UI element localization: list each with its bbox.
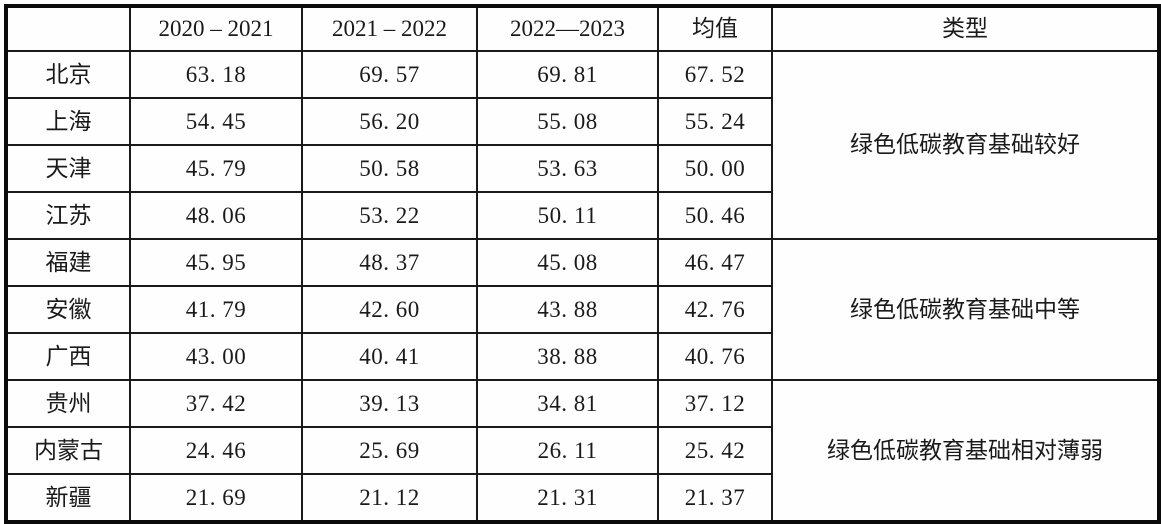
type-cell-medium: 绿色低碳教育基础中等 (771, 238, 1160, 381)
table-row: 广西 43. 00 40. 41 38. 88 40. 76 (5, 332, 1159, 381)
region-cell-guangxi: 广西 (5, 332, 131, 381)
mean-cell: 42. 76 (657, 285, 773, 334)
mean-cell: 37. 12 (657, 379, 773, 428)
region-cell-fujian: 福建 (5, 238, 131, 287)
value-cell: 45. 08 (476, 238, 659, 287)
header-cell-2021-2022: 2021 – 2022 (301, 5, 478, 52)
value-cell: 26. 11 (476, 426, 659, 475)
table-row: 天津 45. 79 50. 58 53. 63 50. 00 (5, 144, 1159, 193)
region-cell-neimenggu: 内蒙古 (5, 426, 131, 475)
value-cell: 53. 22 (301, 191, 478, 240)
table-row: 内蒙古 24. 46 25. 69 26. 11 25. 42 (5, 426, 1159, 475)
value-cell: 50. 11 (476, 191, 659, 240)
header-cell-type: 类型 (771, 5, 1160, 52)
value-cell: 56. 20 (301, 97, 478, 146)
value-cell: 25. 69 (301, 426, 478, 475)
value-cell: 69. 81 (476, 50, 659, 99)
value-cell: 54. 45 (129, 97, 303, 146)
value-cell: 50. 58 (301, 144, 478, 193)
value-cell: 21. 12 (301, 473, 478, 523)
table-row: 新疆 21. 69 21. 12 21. 31 21. 37 (5, 473, 1159, 523)
mean-cell: 50. 00 (657, 144, 773, 193)
mean-cell: 55. 24 (657, 97, 773, 146)
value-cell: 43. 00 (129, 332, 303, 381)
value-cell: 69. 57 (301, 50, 478, 99)
value-cell: 24. 46 (129, 426, 303, 475)
header-cell-2022-2023: 2022—2023 (476, 5, 659, 52)
region-cell-shanghai: 上海 (5, 97, 131, 146)
header-row: 2020 – 2021 2021 – 2022 2022—2023 均值 类型 (5, 5, 1160, 52)
mean-cell: 40. 76 (657, 332, 773, 381)
value-cell: 41. 79 (129, 285, 303, 334)
table-row: 福建 45. 95 48. 37 45. 08 46. 47 绿色低碳教育基础中… (5, 238, 1160, 381)
region-cell-beijing: 北京 (5, 50, 131, 99)
value-cell: 37. 42 (129, 379, 303, 428)
value-cell: 45. 95 (129, 238, 303, 287)
region-index-table: 2020 – 2021 2021 – 2022 2022—2023 均值 类型 … (4, 4, 1161, 524)
type-cell-weak: 绿色低碳教育基础相对薄弱 (771, 379, 1160, 523)
value-cell: 21. 31 (476, 473, 659, 523)
value-cell: 63. 18 (129, 50, 303, 99)
table-row: 江苏 48. 06 53. 22 50. 11 50. 46 (5, 191, 1159, 240)
header-cell-region (5, 5, 131, 52)
mean-cell: 67. 52 (657, 50, 773, 99)
region-cell-xinjiang: 新疆 (5, 473, 131, 523)
table-row: 安徽 41. 79 42. 60 43. 88 42. 76 (5, 285, 1159, 334)
value-cell: 53. 63 (476, 144, 659, 193)
region-cell-guizhou: 贵州 (5, 379, 131, 428)
value-cell: 48. 37 (301, 238, 478, 287)
value-cell: 34. 81 (476, 379, 659, 428)
table-row: 上海 54. 45 56. 20 55. 08 55. 24 (5, 97, 1159, 146)
value-cell: 21. 69 (129, 473, 303, 523)
region-cell-tianjin: 天津 (5, 144, 131, 193)
header-cell-2020-2021: 2020 – 2021 (129, 5, 303, 52)
header-cell-mean: 均值 (657, 5, 773, 52)
table-row: 北京 63. 18 69. 57 69. 81 67. 52 绿色低碳教育基础较… (5, 50, 1160, 240)
mean-cell: 25. 42 (657, 426, 773, 475)
value-cell: 42. 60 (301, 285, 478, 334)
mean-cell: 21. 37 (657, 473, 773, 523)
value-cell: 55. 08 (476, 97, 659, 146)
value-cell: 45. 79 (129, 144, 303, 193)
value-cell: 38. 88 (476, 332, 659, 381)
value-cell: 43. 88 (476, 285, 659, 334)
region-cell-jiangsu: 江苏 (5, 191, 131, 240)
value-cell: 48. 06 (129, 191, 303, 240)
value-cell: 40. 41 (301, 332, 478, 381)
table-row: 贵州 37. 42 39. 13 34. 81 37. 12 绿色低碳教育基础相… (5, 379, 1160, 523)
mean-cell: 46. 47 (657, 238, 773, 287)
region-cell-anhui: 安徽 (5, 285, 131, 334)
type-cell-good: 绿色低碳教育基础较好 (771, 50, 1160, 240)
mean-cell: 50. 46 (657, 191, 773, 240)
value-cell: 39. 13 (301, 379, 478, 428)
